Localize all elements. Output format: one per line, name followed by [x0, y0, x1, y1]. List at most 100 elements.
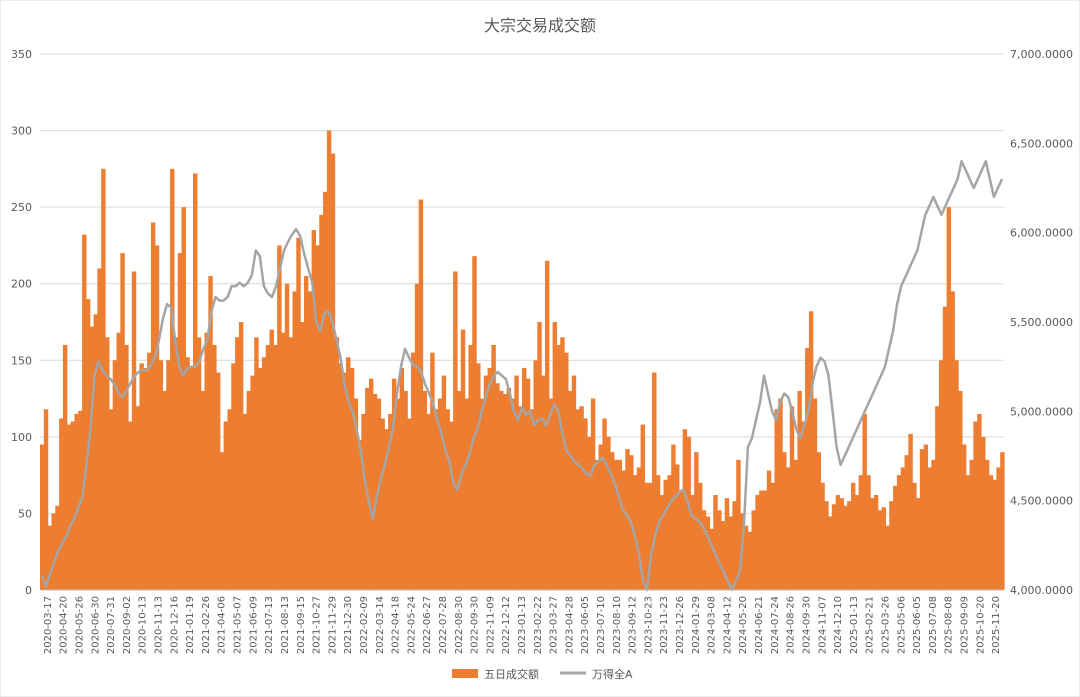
- bar: [889, 501, 894, 590]
- bar: [105, 337, 110, 590]
- bar: [675, 464, 680, 590]
- bar: [763, 490, 768, 590]
- x-tick-label: 2023-02-22: [533, 596, 544, 654]
- bar: [135, 406, 141, 590]
- bar: [193, 173, 198, 591]
- bar: [801, 421, 806, 590]
- bar: [644, 482, 649, 590]
- bar: [258, 367, 263, 590]
- y-right-tick-label: 7,000.0000: [1010, 48, 1073, 61]
- bar: [514, 375, 519, 590]
- legend-label-bar: 五日成交额: [484, 667, 539, 681]
- y-left-tick-label: 300: [11, 125, 32, 138]
- bar: [713, 495, 718, 590]
- bar: [682, 429, 688, 590]
- bar: [62, 344, 68, 590]
- bar: [303, 276, 309, 590]
- bar: [667, 475, 672, 590]
- x-tick-label: 2024-04-12: [722, 596, 733, 654]
- bar: [663, 479, 668, 590]
- bar: [437, 398, 443, 590]
- bar: [70, 421, 76, 590]
- x-tick-label: 2023-11-23: [659, 596, 670, 654]
- bar: [346, 357, 351, 590]
- x-tick-label: 2023-03-27: [549, 596, 560, 654]
- bar: [460, 329, 466, 590]
- bar: [284, 283, 290, 590]
- x-tick-label: 2021-05-07: [233, 596, 244, 654]
- bar: [835, 495, 841, 590]
- bar: [154, 245, 160, 590]
- bar: [938, 360, 944, 590]
- x-tick-label: 2023-01-13: [517, 596, 528, 654]
- bar: [556, 344, 561, 590]
- bar: [613, 459, 619, 590]
- bar: [678, 490, 684, 590]
- bar: [139, 363, 144, 590]
- y-left-tick-label: 50: [18, 507, 32, 520]
- bar: [476, 363, 481, 590]
- bar: [560, 337, 565, 590]
- bar: [655, 475, 661, 590]
- bar: [594, 459, 600, 590]
- bar: [541, 375, 546, 590]
- bar: [705, 516, 711, 590]
- y-right-tick-label: 4,500.0000: [1010, 495, 1073, 508]
- bar: [326, 130, 332, 591]
- bar: [587, 436, 592, 590]
- bar: [602, 418, 607, 590]
- x-tick-label: 2020-04-20: [59, 596, 70, 654]
- x-tick-label: 2023-10-23: [643, 596, 654, 654]
- bar: [116, 332, 121, 590]
- bar: [866, 475, 871, 590]
- bar: [342, 372, 347, 590]
- y-right-tick-label: 5,500.0000: [1010, 316, 1073, 329]
- bar: [215, 372, 221, 590]
- x-tick-label: 2020-09-02: [122, 596, 133, 654]
- bar: [162, 390, 167, 590]
- bar: [579, 406, 584, 590]
- bar: [625, 449, 630, 590]
- bar: [124, 344, 129, 590]
- bar: [483, 375, 489, 590]
- bar: [694, 452, 699, 590]
- x-tick-label: 2021-09-15: [296, 596, 307, 654]
- bar: [269, 329, 274, 590]
- x-tick-label: 2022-04-18: [391, 596, 402, 654]
- bar: [571, 375, 577, 590]
- bar: [131, 271, 137, 590]
- x-tick-label: 2022-06-27: [422, 596, 433, 654]
- bar: [506, 387, 512, 590]
- x-tick-label: 2024-06-21: [754, 596, 765, 654]
- bar: [652, 372, 657, 590]
- bar: [101, 168, 106, 590]
- x-tick-label: 2023-07-10: [596, 596, 607, 654]
- x-tick-label: 2024-11-07: [817, 596, 828, 654]
- bar: [353, 398, 359, 590]
- chart-title: 大宗交易成交额: [484, 16, 596, 35]
- bar: [357, 439, 362, 590]
- bar: [472, 256, 477, 590]
- bar: [701, 510, 707, 590]
- bar: [927, 467, 932, 590]
- bar: [204, 332, 209, 590]
- bar: [621, 470, 626, 590]
- bar: [824, 501, 829, 590]
- bar: [334, 337, 339, 590]
- x-tick-label: 2021-04-06: [217, 596, 228, 654]
- bar: [820, 482, 825, 590]
- x-tick-label: 2022-09-30: [470, 596, 481, 654]
- bar: [277, 245, 282, 590]
- bar: [150, 222, 156, 590]
- x-tick-label: 2025-06-05: [912, 596, 923, 654]
- bar: [858, 475, 864, 590]
- bar: [319, 214, 324, 591]
- legend: 五日成交额 万得全A: [452, 667, 633, 681]
- bar: [759, 490, 764, 590]
- bar: [380, 418, 385, 590]
- bar: [330, 153, 336, 591]
- bar: [323, 191, 328, 591]
- bar: [441, 375, 447, 590]
- x-tick-label: 2020-07-31: [106, 596, 117, 654]
